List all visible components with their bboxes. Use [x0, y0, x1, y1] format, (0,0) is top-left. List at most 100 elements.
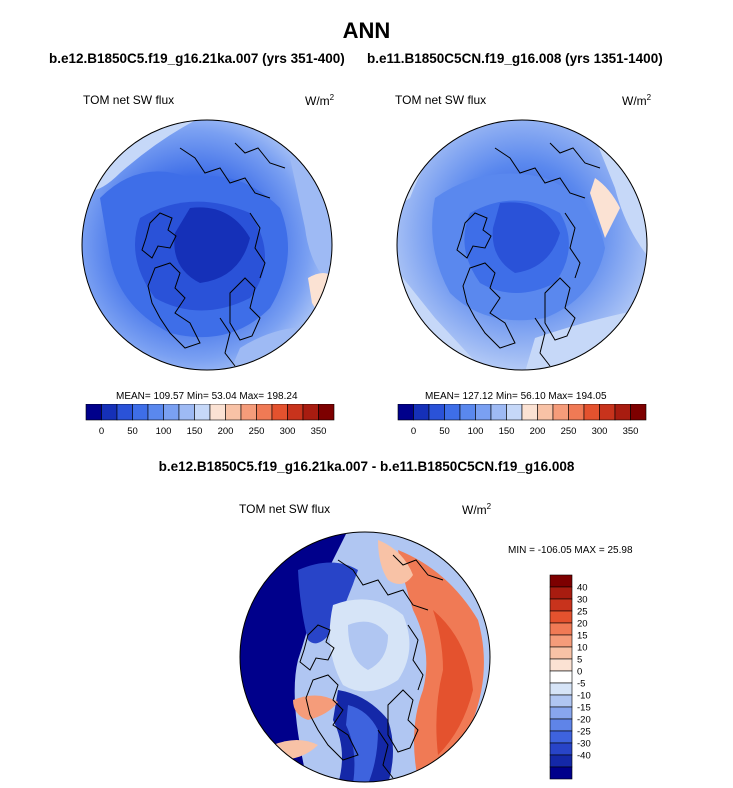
right-colorbar-tick-label: 300 [592, 426, 608, 437]
right-colorbar: 0 50 100 150 200 250 300 350 [397, 404, 647, 437]
left-colorbar-tick-label: 300 [280, 426, 296, 437]
diff-colorbar-tick-label: 10 [577, 643, 588, 654]
right-colorbar-swatch [444, 404, 461, 421]
diff-colorbar-swatch [549, 622, 573, 636]
diff-coastlines [299, 554, 444, 779]
left-colorbar-swatch [302, 404, 319, 421]
left-colorbar-tick-label: 100 [156, 426, 172, 437]
right-polar-map [396, 119, 648, 371]
diff-colorbar-swatch [549, 610, 573, 624]
diff-colorbar-swatch [549, 574, 573, 588]
diff-stats: MIN = -106.05 MAX = 25.98 [508, 545, 633, 556]
left-colorbar-swatch [318, 404, 335, 421]
left-colorbar-swatch [85, 404, 102, 421]
right-colorbar-swatch [521, 404, 538, 421]
left-colorbar-tick-label: 250 [249, 426, 265, 437]
diff-colorbar-tick-label: 30 [577, 595, 588, 606]
diff-colorbar-swatch [549, 730, 573, 744]
right-colorbar-tick-label: 0 [411, 426, 416, 437]
left-stats: MEAN= 109.57 Min= 53.04 Max= 198.24 [116, 391, 298, 402]
left-colorbar-tick-label: 0 [99, 426, 104, 437]
right-colorbar-swatch [413, 404, 430, 421]
diff-colorbar-tick-label: -20 [577, 715, 591, 726]
diff-colorbar-tick-label: 20 [577, 619, 588, 630]
right-colorbar-tick-label: 200 [530, 426, 546, 437]
difference-polar-map [239, 531, 491, 783]
left-coastlines [141, 142, 286, 367]
diff-colorbar-swatch [549, 694, 573, 708]
diff-colorbar-swatch [549, 754, 573, 768]
diff-colorbar-swatch [549, 634, 573, 648]
diff-colorbar-swatch [549, 682, 573, 696]
diff-colorbar-tick-label: -30 [577, 739, 591, 750]
right-colorbar-tick-label: 350 [623, 426, 639, 437]
difference-title: b.e12.B1850C5.f19_g16.21ka.007 - b.e11.B… [158, 459, 575, 474]
diff-colorbar-tick-label: 15 [577, 631, 588, 642]
diff-colorbar-swatch [549, 766, 573, 780]
left-colorbar-tick-label: 150 [187, 426, 203, 437]
figure-title: ANN [342, 18, 391, 43]
right-colorbar-swatch [614, 404, 631, 421]
left-colorbar-swatch [271, 404, 288, 421]
right-colorbar-swatch [506, 404, 523, 421]
diff-units-label: W/m2 [462, 502, 492, 517]
diff-colorbar-swatch [549, 598, 573, 612]
diff-colorbar-tick-label: -5 [577, 679, 585, 690]
diff-colorbar-tick-label: 5 [577, 655, 582, 666]
diff-colorbar-tick-label: -15 [577, 703, 591, 714]
left-colorbar-tick-label: 350 [311, 426, 327, 437]
left-colorbar-tick-label: 50 [127, 426, 138, 437]
diff-variable-label: TOM net SW flux [239, 502, 331, 516]
left-colorbar-swatch [240, 404, 257, 421]
diff-colorbar-tick-label: 25 [577, 607, 588, 618]
left-case-title: b.e12.B1850C5.f19_g16.21ka.007 (yrs 351-… [49, 51, 345, 66]
left-polar-map [81, 119, 333, 371]
left-variable-label: TOM net SW flux [83, 93, 175, 107]
diff-colorbar-tick-label: 0 [577, 667, 582, 678]
diff-colorbar-tick-label: -10 [577, 691, 591, 702]
left-colorbar-swatch [101, 404, 118, 421]
right-case-title: b.e11.B1850C5CN.f19_g16.008 (yrs 1351-14… [367, 51, 663, 66]
diff-colorbar-swatch [549, 646, 573, 660]
right-colorbar-swatch [475, 404, 492, 421]
left-colorbar-swatch [116, 404, 133, 421]
left-colorbar-swatch [209, 404, 226, 421]
right-colorbar-swatch [537, 404, 554, 421]
diff-colorbar-swatch [549, 742, 573, 756]
diff-colorbar-swatch [549, 718, 573, 732]
right-colorbar-swatch [583, 404, 600, 421]
right-stats: MEAN= 127.12 Min= 56.10 Max= 194.05 [425, 391, 607, 402]
right-variable-label: TOM net SW flux [395, 93, 487, 107]
left-colorbar: 0 50 100 150 200 250 300 350 [85, 404, 335, 437]
diff-colorbar-swatch [549, 670, 573, 684]
right-colorbar-swatch [599, 404, 616, 421]
diff-colorbar-swatch [549, 586, 573, 600]
right-colorbar-swatch [397, 404, 414, 421]
right-colorbar-tick-label: 150 [499, 426, 515, 437]
right-colorbar-swatch [552, 404, 569, 421]
right-colorbar-swatch [459, 404, 476, 421]
diff-colorbar-tick-label: -25 [577, 727, 591, 738]
left-colorbar-tick-label: 200 [218, 426, 234, 437]
right-colorbar-swatch [490, 404, 507, 421]
diff-colorbar-swatch [549, 706, 573, 720]
left-colorbar-swatch [194, 404, 211, 421]
left-colorbar-swatch [287, 404, 304, 421]
right-colorbar-swatch [428, 404, 445, 421]
diff-colorbar-tick-label: 40 [577, 583, 588, 594]
right-colorbar-tick-label: 50 [439, 426, 450, 437]
right-colorbar-tick-label: 100 [468, 426, 484, 437]
left-colorbar-swatch [225, 404, 242, 421]
right-colorbar-tick-label: 250 [561, 426, 577, 437]
right-coastlines [456, 142, 601, 367]
left-colorbar-swatch [147, 404, 164, 421]
diff-colorbar-tick-label: -40 [577, 751, 591, 762]
left-colorbar-swatch [132, 404, 149, 421]
left-colorbar-swatch [178, 404, 195, 421]
left-colorbar-swatch [163, 404, 180, 421]
right-units-label: W/m2 [622, 93, 652, 108]
diff-colorbar-swatch [549, 658, 573, 672]
right-colorbar-swatch [630, 404, 647, 421]
left-colorbar-swatch [256, 404, 273, 421]
right-colorbar-swatch [568, 404, 585, 421]
